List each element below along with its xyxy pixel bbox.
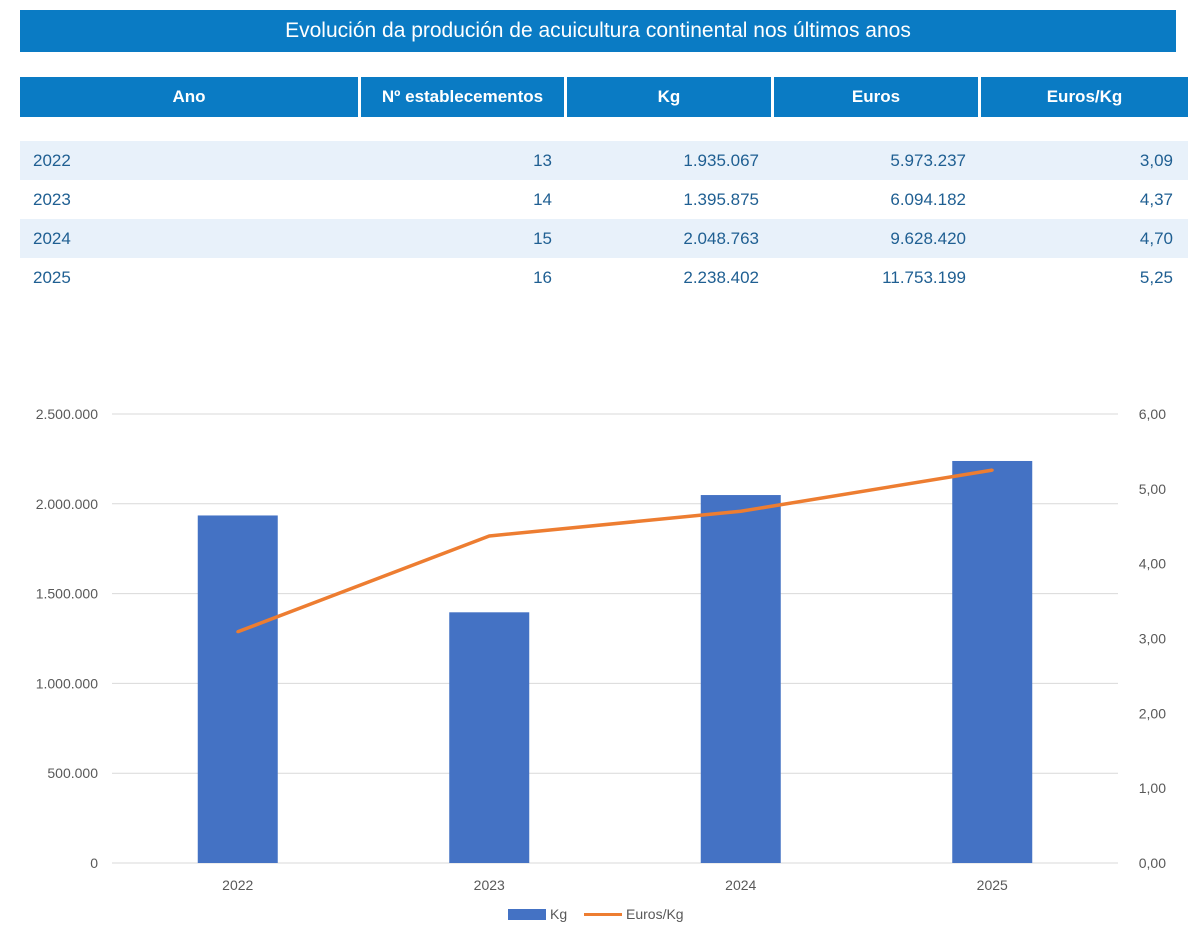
y-right-tick-label: 4,00 (1139, 556, 1166, 572)
table-row: 2024 15 2.048.763 9.628.420 4,70 (20, 219, 1188, 258)
line-euros-kg (237, 468, 993, 634)
cell-year: 2022 (20, 141, 361, 180)
column-header-kg: Kg (567, 77, 774, 117)
cell-euros: 11.753.199 (774, 258, 981, 297)
y-left-tick-label: 500.000 (47, 765, 98, 781)
x-tick-label: 2023 (474, 877, 505, 893)
y-left-tick-label: 2.500.000 (36, 406, 98, 422)
cell-euros: 5.973.237 (774, 141, 981, 180)
cell-establecementos: 16 (361, 258, 567, 297)
legend-label-euros-kg: Euros/Kg (626, 906, 684, 922)
cell-year: 2025 (20, 258, 361, 297)
cell-euros-kg: 5,25 (981, 258, 1188, 297)
y-right-tick-label: 2,00 (1139, 705, 1166, 721)
y-left-tick-label: 1.000.000 (36, 675, 98, 691)
cell-establecementos: 15 (361, 219, 567, 258)
cell-euros-kg: 4,37 (981, 180, 1188, 219)
cell-establecementos: 13 (361, 141, 567, 180)
cell-kg: 1.395.875 (567, 180, 774, 219)
column-header-euros-kg: Euros/Kg (981, 77, 1188, 117)
column-header-ano: Ano (20, 77, 361, 117)
legend-swatch-kg (508, 909, 546, 920)
y-right-tick-label: 1,00 (1139, 780, 1166, 796)
cell-euros-kg: 4,70 (981, 219, 1188, 258)
x-tick-label: 2024 (725, 877, 756, 893)
table-row: 2025 16 2.238.402 11.753.199 5,25 (20, 258, 1188, 297)
x-tick-label: 2025 (977, 877, 1008, 893)
y-left-tick-label: 1.500.000 (36, 586, 98, 602)
cell-establecementos: 14 (361, 180, 567, 219)
cell-euros: 6.094.182 (774, 180, 981, 219)
table-header-row: Ano Nº establecementos Kg Euros Euros/Kg (20, 77, 1188, 117)
legend-label-kg: Kg (550, 906, 567, 922)
data-table: Ano Nº establecementos Kg Euros Euros/Kg… (20, 77, 1188, 297)
cell-kg: 2.238.402 (567, 258, 774, 297)
cell-euros-kg: 3,09 (981, 141, 1188, 180)
point-euros-kg-2022 (236, 630, 240, 634)
cell-kg: 1.935.067 (567, 141, 774, 180)
cell-euros: 9.628.420 (774, 219, 981, 258)
column-header-euros: Euros (774, 77, 981, 117)
table-row: 2023 14 1.395.875 6.094.182 4,37 (20, 180, 1188, 219)
y-left-tick-label: 0 (90, 855, 98, 871)
legend: Kg Euros/Kg (508, 906, 684, 922)
bar-kg-2024 (700, 495, 781, 863)
y-right-tick-label: 5,00 (1139, 481, 1166, 497)
column-header-establecementos: Nº establecementos (361, 77, 567, 117)
bar-kg-2025 (952, 460, 1033, 863)
cell-kg: 2.048.763 (567, 219, 774, 258)
bar-kg-2022 (197, 515, 278, 863)
point-euros-kg-2025 (990, 468, 994, 472)
combo-chart: 0 500.000 1.000.000 1.500.000 2.000.000 2.500… (36, 406, 1167, 922)
bar-kg-2023 (449, 612, 530, 863)
y-right-tick-label: 3,00 (1139, 631, 1166, 647)
cell-year: 2024 (20, 219, 361, 258)
x-tick-label: 2022 (222, 877, 253, 893)
y-right-tick-label: 6,00 (1139, 406, 1166, 422)
table-row: 2022 13 1.935.067 5.973.237 3,09 (20, 141, 1188, 180)
page-title: Evolución da produción de acuicultura co… (20, 10, 1176, 52)
point-euros-kg-2024 (739, 509, 743, 513)
y-left-tick-label: 2.000.000 (36, 496, 98, 512)
y-right-tick-label: 0,00 (1139, 855, 1166, 871)
cell-year: 2023 (20, 180, 361, 219)
point-euros-kg-2023 (487, 534, 491, 538)
